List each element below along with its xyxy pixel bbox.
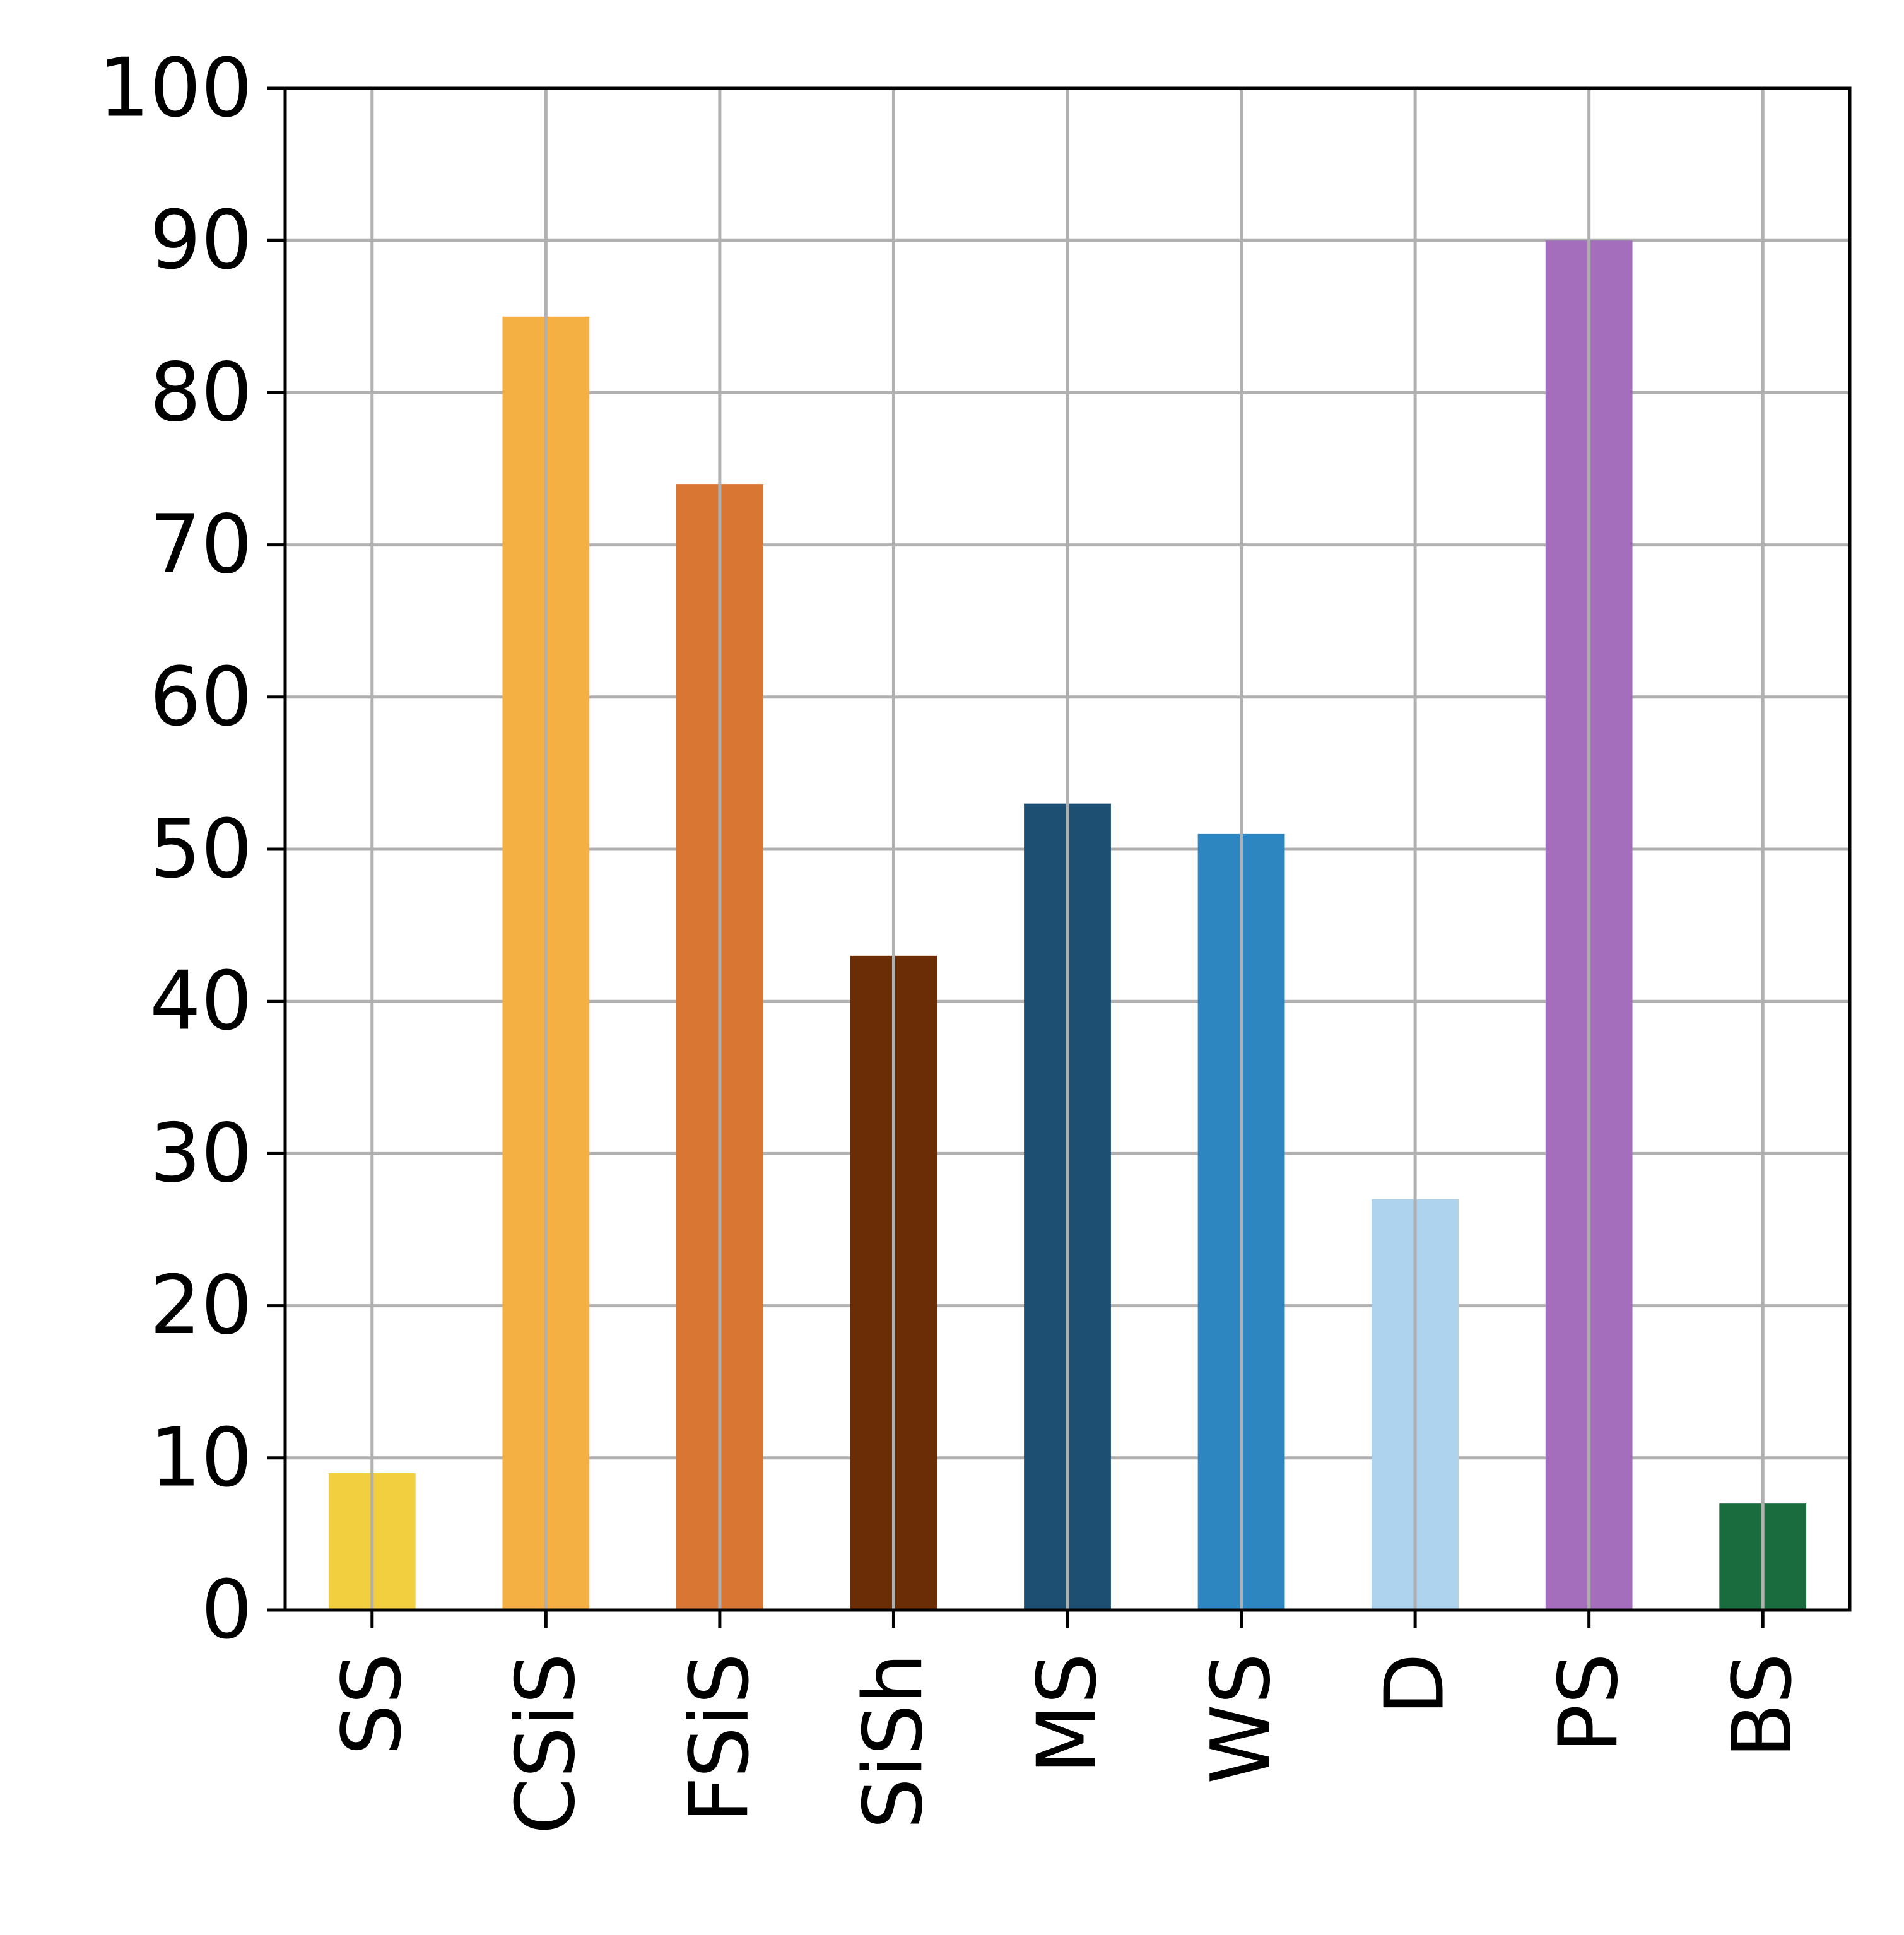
x-tick-label: WS [1194, 1653, 1288, 1784]
x-tick-label: CSiS [499, 1653, 593, 1834]
y-tick-label: 60 [150, 650, 252, 744]
axis-layer [267, 86, 1852, 1628]
plot-frame [283, 86, 1852, 1612]
y-tick-label: 40 [150, 955, 252, 1049]
y-tick-label: 20 [150, 1259, 252, 1353]
y-tick-label: 30 [150, 1107, 252, 1201]
x-tick-label: FSiS [673, 1653, 767, 1823]
y-tick-label: 80 [150, 346, 252, 440]
x-tick-label: MS [1021, 1653, 1115, 1774]
y-tick-label: 0 [201, 1563, 252, 1657]
x-tick-label: D [1368, 1653, 1462, 1715]
y-tick-label: 100 [98, 42, 252, 136]
y-tick-label: 10 [150, 1411, 252, 1505]
label-layer: 0 10 20 30 40 50 60 70 80 90 100 SS CSiS FSiS SiSh MS WS… [98, 42, 1810, 1835]
x-tick-label: PS [1542, 1653, 1636, 1753]
x-tick-label: SS [325, 1653, 419, 1756]
y-tick-label: 70 [150, 498, 252, 592]
x-tick-label: SiSh [847, 1653, 941, 1829]
x-tick-label: BS [1716, 1653, 1810, 1758]
vertical-grid-layer [370, 88, 1765, 1610]
y-tick-label: 50 [150, 803, 252, 897]
y-tick-label: 90 [150, 194, 252, 288]
